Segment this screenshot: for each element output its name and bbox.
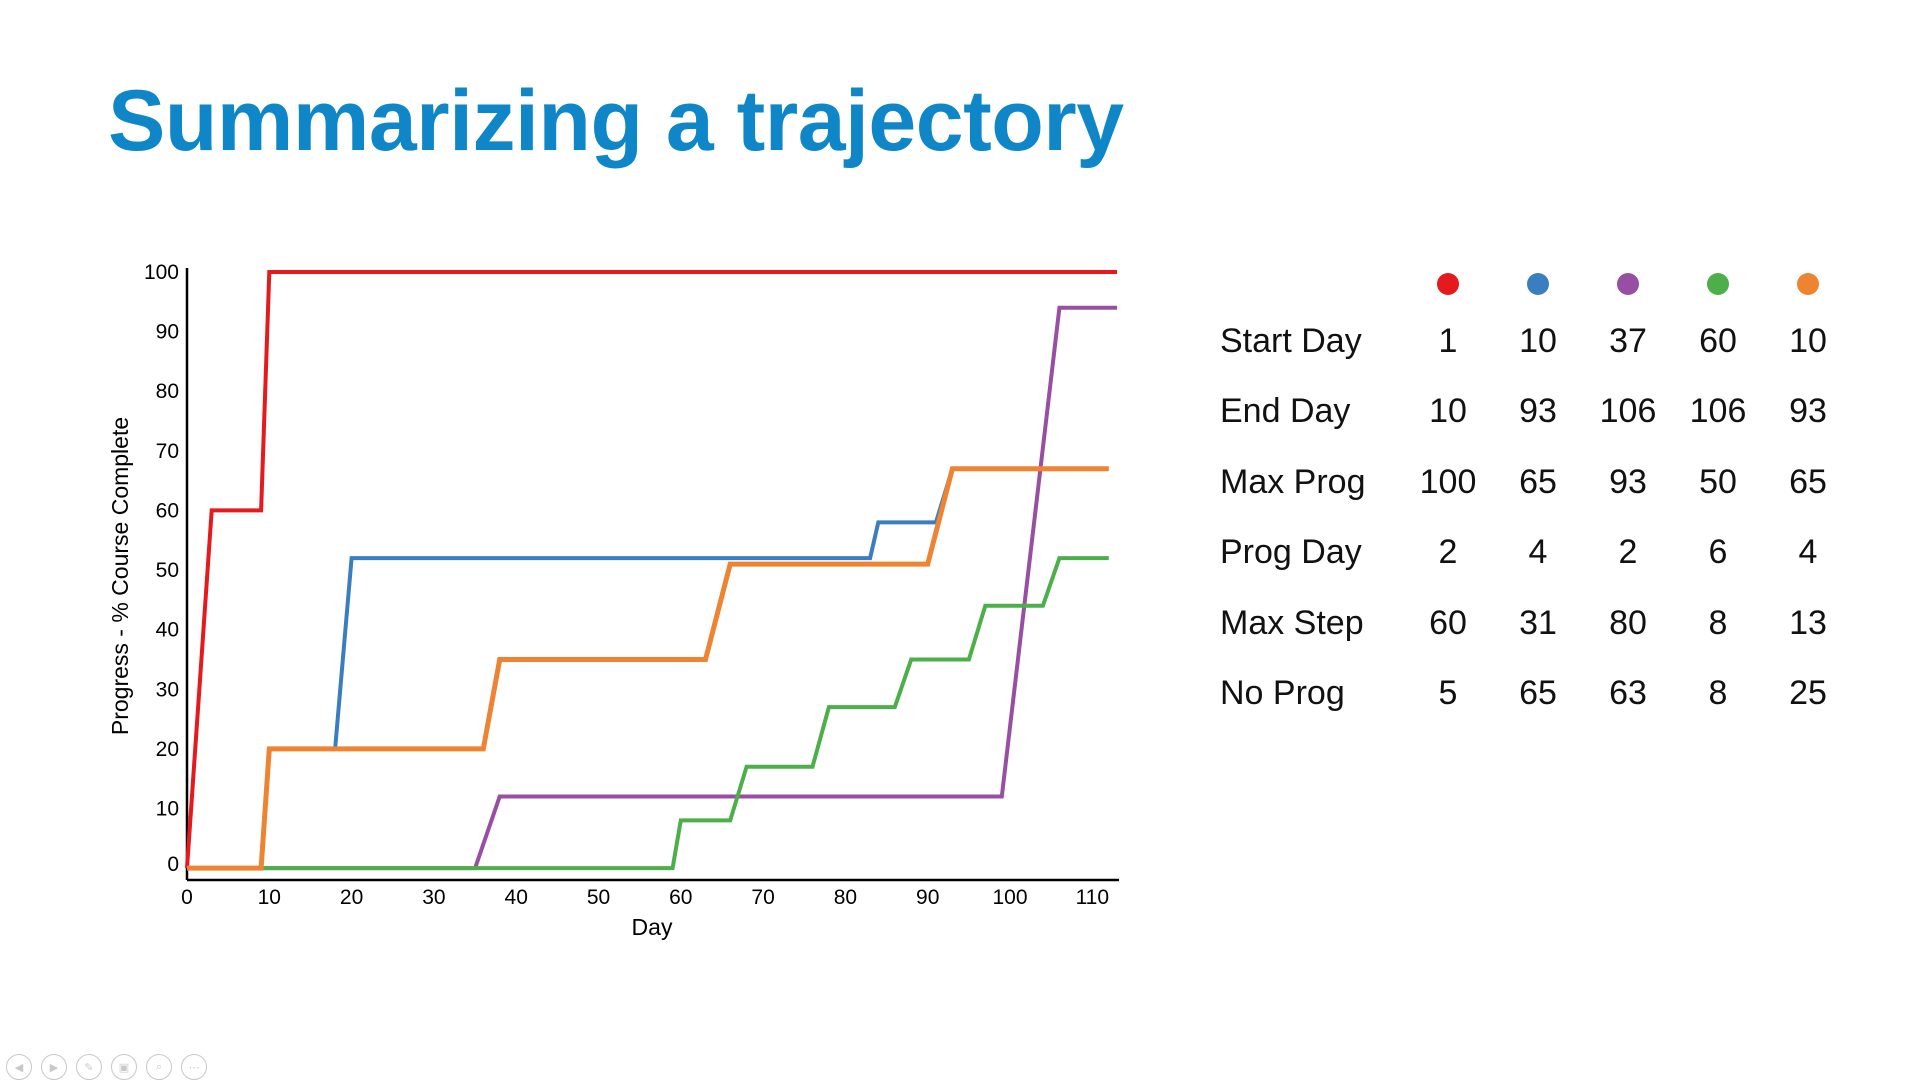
x-tick-label: 40 bbox=[505, 886, 528, 909]
table-cell: 106 bbox=[1689, 392, 1747, 431]
trajectory-line-chart: 0 10 20 30 40 50 60 70 80 90 100 110 0 10 20 30 40 50 60 70… bbox=[107, 261, 1119, 940]
table-cell: 60 bbox=[1429, 603, 1467, 642]
x-tick-label: 20 bbox=[340, 886, 363, 909]
series-color-dot bbox=[1797, 273, 1819, 295]
series-dot-cell bbox=[1493, 273, 1583, 295]
x-axis-label: Day bbox=[632, 914, 673, 940]
x-tick-label: 0 bbox=[181, 886, 193, 909]
row-label: No Prog bbox=[1220, 674, 1345, 713]
table-cell: 10 bbox=[1429, 392, 1467, 431]
more-icon[interactable]: ⋯ bbox=[181, 1054, 207, 1080]
x-tick-label: 60 bbox=[669, 886, 692, 909]
table-row: No Prog 5 65 63 8 25 bbox=[1220, 659, 1853, 730]
table-cell: 31 bbox=[1519, 603, 1557, 642]
table-cell: 80 bbox=[1609, 603, 1647, 642]
x-tick-label: 90 bbox=[916, 886, 939, 909]
table-cell: 2 bbox=[1618, 533, 1638, 572]
series-color-dot bbox=[1707, 273, 1729, 295]
series-line-2 bbox=[187, 466, 1101, 871]
x-tick-label: 10 bbox=[258, 886, 281, 909]
y-tick-label: 80 bbox=[156, 380, 179, 403]
y-tick-label: 40 bbox=[156, 619, 179, 642]
table-cell: 10 bbox=[1519, 321, 1557, 360]
table-cell: 65 bbox=[1789, 462, 1827, 501]
table-cell: 93 bbox=[1519, 392, 1557, 431]
y-tick-label: 100 bbox=[144, 261, 179, 284]
x-tick-label: 70 bbox=[751, 886, 774, 909]
zoom-icon[interactable]: ⌕ bbox=[146, 1054, 172, 1080]
y-tick-label: 30 bbox=[156, 678, 179, 701]
series-dot-cell bbox=[1583, 273, 1673, 295]
table-row: End Day 10 93 106 106 93 bbox=[1220, 377, 1853, 448]
row-label: Max Prog bbox=[1220, 462, 1366, 501]
row-label: Max Step bbox=[1220, 603, 1364, 642]
row-label: End Day bbox=[1220, 392, 1351, 431]
x-tick-label: 50 bbox=[587, 886, 610, 909]
slides-icon[interactable]: ▣ bbox=[111, 1054, 137, 1080]
series-color-dot bbox=[1617, 273, 1639, 295]
y-axis-label: Progress - % Course Complete bbox=[107, 417, 133, 735]
table-cell: 4 bbox=[1528, 533, 1548, 572]
series-line-1 bbox=[185, 270, 1117, 869]
slide-title: Summarizing a trajectory bbox=[108, 73, 1124, 169]
x-tick-label: 110 bbox=[1076, 886, 1109, 909]
table-row: Max Prog 100 65 93 50 65 bbox=[1220, 447, 1853, 518]
series-dot-cell bbox=[1403, 273, 1493, 295]
table-cell: 6 bbox=[1708, 533, 1728, 572]
next-icon[interactable]: ▶ bbox=[41, 1054, 67, 1080]
previous-icon[interactable]: ◀ bbox=[6, 1054, 32, 1080]
table-cell: 60 bbox=[1699, 321, 1737, 360]
table-cell: 8 bbox=[1708, 674, 1728, 713]
pen-icon[interactable]: ✎ bbox=[76, 1054, 102, 1080]
table-row: Max Step 60 31 80 8 13 bbox=[1220, 588, 1853, 659]
table-cell: 65 bbox=[1519, 462, 1557, 501]
series-line-5 bbox=[187, 466, 1109, 871]
series-color-dot bbox=[1437, 273, 1459, 295]
table-cell: 5 bbox=[1438, 674, 1458, 713]
table-cell: 25 bbox=[1789, 674, 1827, 713]
table-cell: 65 bbox=[1519, 674, 1557, 713]
series-dot-cell bbox=[1673, 273, 1763, 295]
y-tick-label: 90 bbox=[156, 321, 179, 344]
table-cell: 2 bbox=[1438, 533, 1458, 572]
trajectory-summary-table: Start Day 1 10 37 60 10 End Day 10 93 106 106 93 Max… bbox=[1220, 262, 1853, 729]
table-row: Prog Day 2 4 2 6 4 bbox=[1220, 518, 1853, 589]
series-dot-cell bbox=[1763, 273, 1853, 295]
table-cell: 63 bbox=[1609, 674, 1647, 713]
series-color-dot bbox=[1527, 273, 1549, 295]
x-tick-label: 100 bbox=[992, 886, 1027, 909]
table-cell: 1 bbox=[1438, 321, 1458, 360]
table-row: Start Day 1 10 37 60 10 bbox=[1220, 306, 1853, 377]
slideshow-controls: ◀ ▶ ✎ ▣ ⌕ ⋯ bbox=[6, 1054, 207, 1080]
table-cell: 106 bbox=[1599, 392, 1657, 431]
row-label: Prog Day bbox=[1220, 533, 1362, 572]
y-tick-label: 70 bbox=[156, 440, 179, 463]
y-tick-label: 20 bbox=[156, 738, 179, 761]
y-tick-label: 50 bbox=[156, 559, 179, 582]
series-color-key bbox=[1403, 262, 1853, 306]
series-line-4 bbox=[187, 556, 1109, 871]
table-cell: 93 bbox=[1789, 392, 1827, 431]
table-cell: 93 bbox=[1609, 462, 1647, 501]
series-line-3 bbox=[187, 305, 1117, 871]
y-tick-label: 0 bbox=[167, 853, 179, 876]
table-cell: 13 bbox=[1789, 603, 1827, 642]
table-cell: 8 bbox=[1708, 603, 1728, 642]
x-tick-label: 30 bbox=[422, 886, 445, 909]
table-cell: 100 bbox=[1419, 462, 1477, 501]
row-label: Start Day bbox=[1220, 321, 1362, 360]
y-tick-label: 10 bbox=[156, 797, 179, 820]
y-tick-label: 60 bbox=[156, 499, 179, 522]
table-cell: 37 bbox=[1609, 321, 1647, 360]
table-cell: 50 bbox=[1699, 462, 1737, 501]
x-tick-label: 80 bbox=[834, 886, 857, 909]
table-cell: 10 bbox=[1789, 321, 1827, 360]
table-cell: 4 bbox=[1798, 533, 1818, 572]
